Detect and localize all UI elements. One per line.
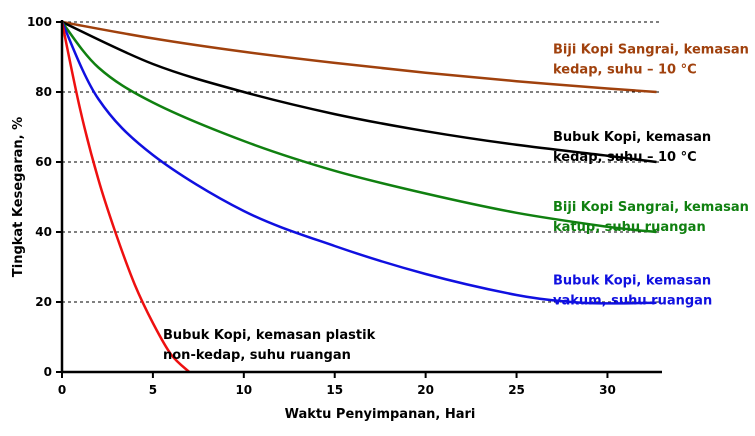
series-label-5-line-2: non-kedap, suhu ruangan [163, 348, 351, 363]
series-label-5-line-1: Bubuk Kopi, kemasan plastik [163, 328, 376, 343]
y-tick-label-60: 60 [35, 155, 52, 169]
y-tick-label-100: 100 [27, 15, 52, 29]
y-tick-label-20: 20 [35, 295, 52, 309]
x-tick-label-0: 0 [58, 383, 66, 397]
series-line-2 [61, 20, 657, 164]
series-line-1 [61, 20, 657, 94]
series-label-4-line-1: Bubuk Kopi, kemasan [553, 274, 711, 289]
x-tick-label-15: 15 [326, 383, 343, 397]
series-label-3-line-2: katup, suhu ruangan [553, 220, 706, 235]
series-line-3 [61, 21, 657, 234]
series-label-2-line-1: Bubuk Kopi, kemasan [553, 130, 711, 145]
x-tick-label-10: 10 [235, 383, 252, 397]
series-label-1-line-2: kedap, suhu – 10 °C [553, 63, 697, 78]
y-tick-label-40: 40 [35, 225, 52, 239]
y-axis-title: Tingkat Kesegaran, % [11, 117, 26, 277]
series-label-1-line-1: Biji Kopi Sangrai, kemasan [553, 43, 749, 58]
series-label-2-line-2: kedap, suhu – 10 °C [553, 150, 697, 165]
y-tick-label-80: 80 [35, 85, 52, 99]
x-tick-label-25: 25 [508, 383, 525, 397]
series-line-4 [60, 21, 657, 305]
x-axis-title: Waktu Penyimpanan, Hari [285, 407, 476, 422]
series-label-4-line-2: vakum, suhu ruangan [553, 294, 712, 309]
series-line-5 [60, 21, 191, 373]
series-label-3-line-1: Biji Kopi Sangrai, kemasan [553, 200, 749, 215]
x-tick-label-20: 20 [417, 383, 434, 397]
x-tick-label-5: 5 [149, 383, 157, 397]
x-tick-label-30: 30 [599, 383, 616, 397]
y-tick-label-0: 0 [44, 365, 52, 379]
